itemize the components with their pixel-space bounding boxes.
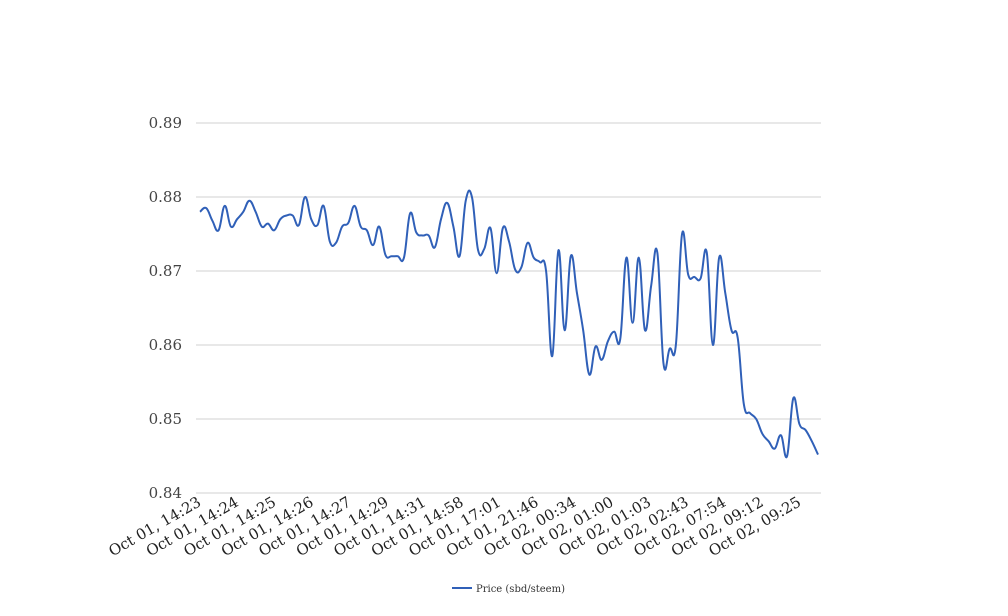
series-layer <box>199 189 819 459</box>
y-axis-ticks: 0.84 0.85 0.86 0.87 0.88 0.89 <box>149 114 182 502</box>
series-line <box>199 189 819 459</box>
y-tick-label: 0.85 <box>149 410 182 428</box>
y-tick-label: 0.86 <box>149 336 182 354</box>
gridlines <box>196 122 821 494</box>
legend-label: Price (sbd/steem) <box>476 584 565 595</box>
y-tick-label: 0.88 <box>149 188 182 206</box>
y-tick-label: 0.87 <box>149 262 182 280</box>
legend: Price (sbd/steem) <box>452 584 565 595</box>
y-tick-label: 0.89 <box>149 114 182 132</box>
y-tick-label: 0.84 <box>149 484 182 502</box>
